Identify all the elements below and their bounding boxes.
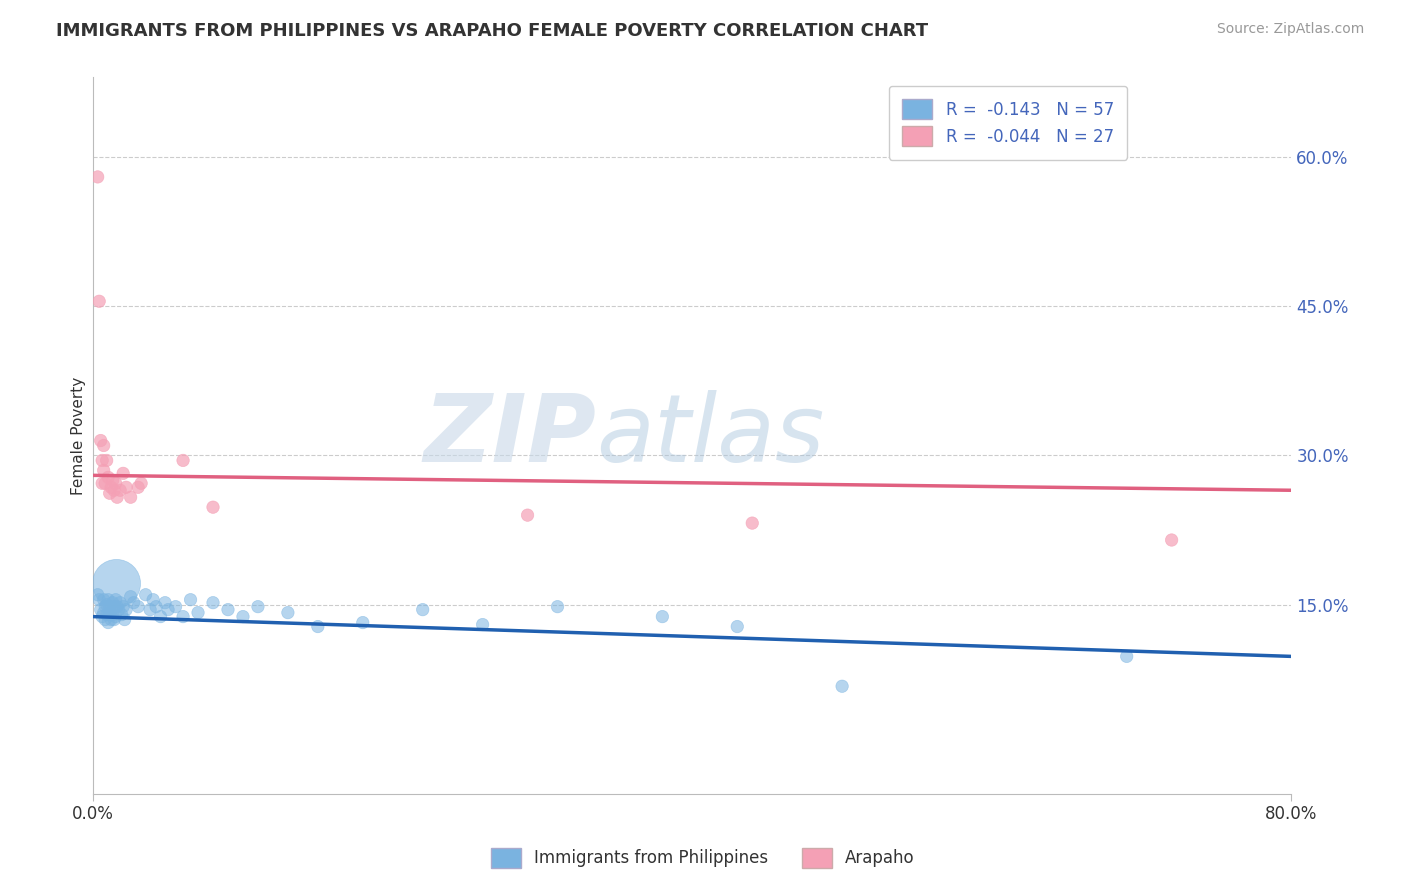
- Text: Source: ZipAtlas.com: Source: ZipAtlas.com: [1216, 22, 1364, 37]
- Point: [105, 490, 128, 504]
- Point: [149, 609, 172, 624]
- Point: [114, 613, 136, 627]
- Point: [180, 592, 202, 607]
- Point: [90, 602, 112, 616]
- Point: [725, 619, 748, 633]
- Point: [139, 602, 162, 616]
- Point: [97, 470, 120, 484]
- Point: [103, 599, 125, 614]
- Point: [89, 592, 111, 607]
- Point: [93, 606, 115, 620]
- Point: [104, 592, 127, 607]
- Point: [122, 596, 145, 610]
- Point: [172, 453, 194, 467]
- Point: [246, 599, 269, 614]
- Point: [89, 294, 111, 309]
- Point: [91, 453, 114, 467]
- Point: [90, 434, 112, 448]
- Point: [202, 500, 225, 515]
- Point: [100, 602, 122, 616]
- Point: [651, 609, 673, 624]
- Point: [172, 609, 194, 624]
- Point: [165, 599, 187, 614]
- Point: [98, 607, 121, 622]
- Point: [103, 483, 125, 498]
- Point: [1160, 533, 1182, 547]
- Point: [112, 599, 135, 614]
- Point: [86, 588, 108, 602]
- Point: [153, 596, 176, 610]
- Point: [352, 615, 374, 630]
- Point: [1115, 649, 1137, 664]
- Point: [101, 473, 124, 487]
- Text: ZIP: ZIP: [423, 390, 596, 482]
- Point: [104, 609, 127, 624]
- Point: [112, 467, 135, 481]
- Legend: R =  -0.143   N = 57, R =  -0.044   N = 27: R = -0.143 N = 57, R = -0.044 N = 27: [889, 86, 1128, 160]
- Point: [741, 516, 763, 530]
- Point: [107, 602, 129, 616]
- Point: [94, 613, 117, 627]
- Point: [516, 508, 538, 523]
- Point: [135, 588, 157, 602]
- Point: [101, 596, 124, 610]
- Point: [157, 602, 180, 616]
- Point: [104, 476, 127, 491]
- Point: [91, 609, 114, 624]
- Point: [94, 599, 117, 614]
- Point: [98, 486, 121, 500]
- Point: [97, 592, 120, 607]
- Point: [86, 169, 108, 184]
- Point: [101, 607, 124, 622]
- Point: [94, 476, 117, 491]
- Point: [145, 599, 167, 614]
- Point: [115, 480, 138, 494]
- Point: [142, 592, 165, 607]
- Point: [412, 602, 434, 616]
- Point: [217, 602, 239, 616]
- Point: [93, 463, 115, 477]
- Point: [100, 613, 122, 627]
- Point: [91, 476, 114, 491]
- Point: [104, 575, 127, 590]
- Point: [93, 438, 115, 452]
- Point: [277, 606, 299, 620]
- Text: IMMIGRANTS FROM PHILIPPINES VS ARAPAHO FEMALE POVERTY CORRELATION CHART: IMMIGRANTS FROM PHILIPPINES VS ARAPAHO F…: [56, 22, 928, 40]
- Point: [129, 476, 152, 491]
- Point: [96, 453, 118, 467]
- Point: [98, 599, 121, 614]
- Point: [100, 480, 122, 494]
- Point: [547, 599, 569, 614]
- Point: [93, 592, 115, 607]
- Point: [187, 606, 209, 620]
- Point: [471, 617, 494, 632]
- Point: [96, 607, 118, 622]
- Point: [120, 490, 142, 504]
- Point: [97, 615, 120, 630]
- Legend: Immigrants from Philippines, Arapaho: Immigrants from Philippines, Arapaho: [485, 841, 921, 875]
- Point: [202, 596, 225, 610]
- Point: [108, 596, 131, 610]
- Point: [111, 607, 134, 622]
- Point: [108, 483, 131, 498]
- Point: [96, 598, 118, 612]
- Point: [105, 599, 128, 614]
- Point: [232, 609, 254, 624]
- Point: [127, 480, 149, 494]
- Y-axis label: Female Poverty: Female Poverty: [72, 376, 86, 495]
- Point: [103, 613, 125, 627]
- Text: atlas: atlas: [596, 390, 825, 481]
- Point: [307, 619, 329, 633]
- Point: [115, 602, 138, 616]
- Point: [120, 590, 142, 604]
- Point: [831, 679, 853, 693]
- Point: [127, 599, 149, 614]
